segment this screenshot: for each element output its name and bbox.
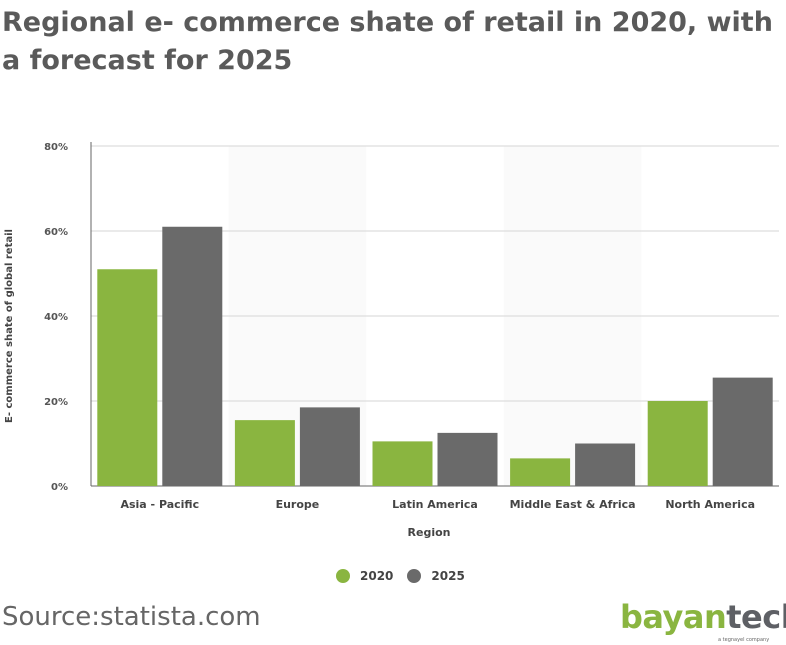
y-tick-label: 20% xyxy=(44,397,68,408)
y-axis-title: E- commerce shate of global retail xyxy=(4,229,15,423)
bar-2025-4 xyxy=(712,377,773,486)
y-tick-label: 40% xyxy=(44,312,68,323)
bar-2020-2 xyxy=(372,441,433,486)
x-tick-label: Latin America xyxy=(392,498,478,511)
bar-2025-3 xyxy=(575,443,636,486)
x-axis-title: Region xyxy=(408,526,451,539)
bar-2020-3 xyxy=(510,458,571,486)
y-tick-label: 0% xyxy=(51,482,68,493)
legend-label-2020: 2020 xyxy=(360,569,394,583)
bayantech-logo: bayantech xyxy=(620,600,786,634)
x-tick-label: Middle East & Africa xyxy=(510,498,636,511)
legend-swatch-2025 xyxy=(407,569,422,583)
y-tick-label: 60% xyxy=(44,227,68,238)
chart-legend: 2020 2025 xyxy=(336,569,465,583)
logo-text-part2: tech xyxy=(726,598,786,636)
legend-item-2025: 2025 xyxy=(407,569,465,583)
x-tick-label: Europe xyxy=(276,498,320,511)
logo-text-part1: bayan xyxy=(620,598,727,636)
legend-item-2020: 2020 xyxy=(336,569,393,583)
legend-swatch-2020 xyxy=(336,569,350,583)
y-tick-label: 80% xyxy=(44,142,68,153)
logo-tagline: a tegnayel company xyxy=(718,637,770,643)
bar-chart: 0% 20% 40% 60% 80% Asia - Pacific Europe Latin … xyxy=(4,142,779,539)
bar-2025-1 xyxy=(299,407,360,486)
bar-2025-2 xyxy=(437,432,498,486)
bar-2020-1 xyxy=(234,420,295,486)
bar-2020-0 xyxy=(97,269,158,486)
source-note: Source:statista.com xyxy=(2,602,261,632)
x-tick-label: Asia - Pacific xyxy=(120,498,199,511)
chart-title: Regional e- commerce shate of retail in … xyxy=(2,7,773,76)
bar-2025-0 xyxy=(162,226,223,486)
bar-2020-4 xyxy=(647,401,708,486)
x-tick-label: North America xyxy=(665,498,755,511)
legend-label-2025: 2025 xyxy=(431,569,465,583)
